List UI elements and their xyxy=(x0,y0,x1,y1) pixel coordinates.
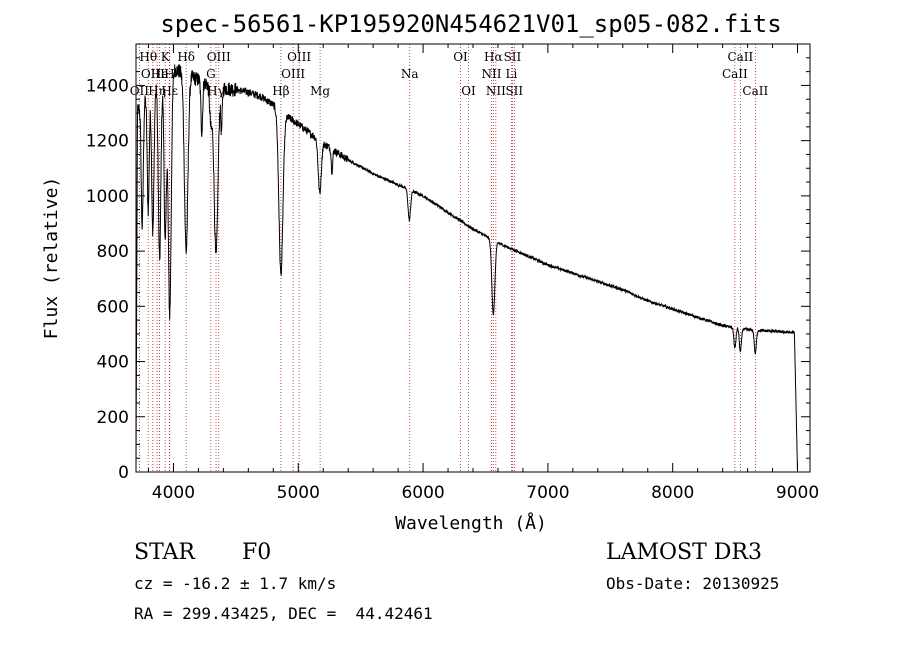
reference-line-label: SII xyxy=(504,50,522,64)
reference-line-label: OIII xyxy=(207,50,231,64)
reference-line-label: Hθ xyxy=(139,50,157,64)
y-axis-label: Flux (relative) xyxy=(41,177,62,340)
reference-line-labels: OII Hθ OIII Hη He KH Hε Hδ G Hγ OIII Hβ OIII OIII Mg Na… xyxy=(130,50,769,98)
reference-line-label: NII xyxy=(486,84,506,98)
x-tick-label: 8000 xyxy=(651,483,694,503)
reference-line-label: OIII xyxy=(281,67,305,81)
y-axis-ticks: 0 200 400 600 800 1000 1200 1400 xyxy=(86,43,810,483)
y-tick-label: 1200 xyxy=(86,132,129,152)
y-tick-label: 600 xyxy=(97,297,129,317)
reference-line-label: CaII xyxy=(722,67,748,81)
reference-line-label: Hδ xyxy=(177,50,195,64)
reference-line-label: H xyxy=(164,67,174,81)
plot-frame xyxy=(135,43,811,473)
x-tick-label: 6000 xyxy=(401,483,444,503)
reference-line-label: CaII xyxy=(727,50,753,64)
observation-date: Obs-Date: 20130925 xyxy=(606,574,780,593)
x-tick-label: 9000 xyxy=(776,483,819,503)
y-tick-label: 1400 xyxy=(86,76,129,96)
chart-title: spec-56561-KP195920N454621V01_sp05-082.f… xyxy=(160,10,781,38)
redshift-text: cz = -16.2 ± 1.7 km/s xyxy=(134,574,337,593)
object-class: STAR xyxy=(134,540,195,565)
y-tick-label: 800 xyxy=(97,242,129,262)
y-tick-label: 1000 xyxy=(86,187,129,207)
reference-line-label: Hε xyxy=(161,84,178,98)
reference-line-label: Hα xyxy=(484,50,503,64)
reference-line-label: NII xyxy=(481,67,501,81)
reference-line-label: CaII xyxy=(742,84,768,98)
spectrum-line xyxy=(135,64,798,473)
reference-line-label: G xyxy=(206,67,216,81)
reference-line-label: OIII xyxy=(287,50,311,64)
x-tick-label: 4000 xyxy=(152,483,195,503)
x-axis-label: Wavelength (Å) xyxy=(395,512,547,534)
y-tick-label: 200 xyxy=(97,408,129,428)
y-tick-label: 400 xyxy=(97,353,129,373)
reference-line-label: OIII xyxy=(141,67,165,81)
reference-line-label: Hβ xyxy=(272,84,289,98)
spectral-subclass: F0 xyxy=(242,540,272,565)
reference-line-label: He xyxy=(151,67,169,81)
reference-line-label: Li xyxy=(506,67,518,81)
reference-line-label: SII xyxy=(505,84,523,98)
coordinates-text: RA = 299.43425, DEC = 44.42461 xyxy=(134,604,433,623)
reference-line-label: Mg xyxy=(310,84,330,98)
reference-line-label: OI xyxy=(453,50,468,64)
reference-line-label: Na xyxy=(401,67,419,81)
x-tick-label: 5000 xyxy=(277,483,320,503)
x-axis-ticks: 4000 5000 6000 7000 8000 9000 xyxy=(147,44,819,503)
y-tick-label: 0 xyxy=(118,463,129,483)
survey-name: LAMOST DR3 xyxy=(606,540,762,565)
reference-line-label: OII xyxy=(130,84,150,98)
reference-line-label: Hη xyxy=(148,84,166,98)
reference-line-label: Hγ xyxy=(207,84,225,98)
reference-line-label: OI xyxy=(461,84,476,98)
reference-line-label: K xyxy=(161,50,171,64)
reference-lines xyxy=(138,44,756,472)
x-tick-label: 7000 xyxy=(526,483,569,503)
